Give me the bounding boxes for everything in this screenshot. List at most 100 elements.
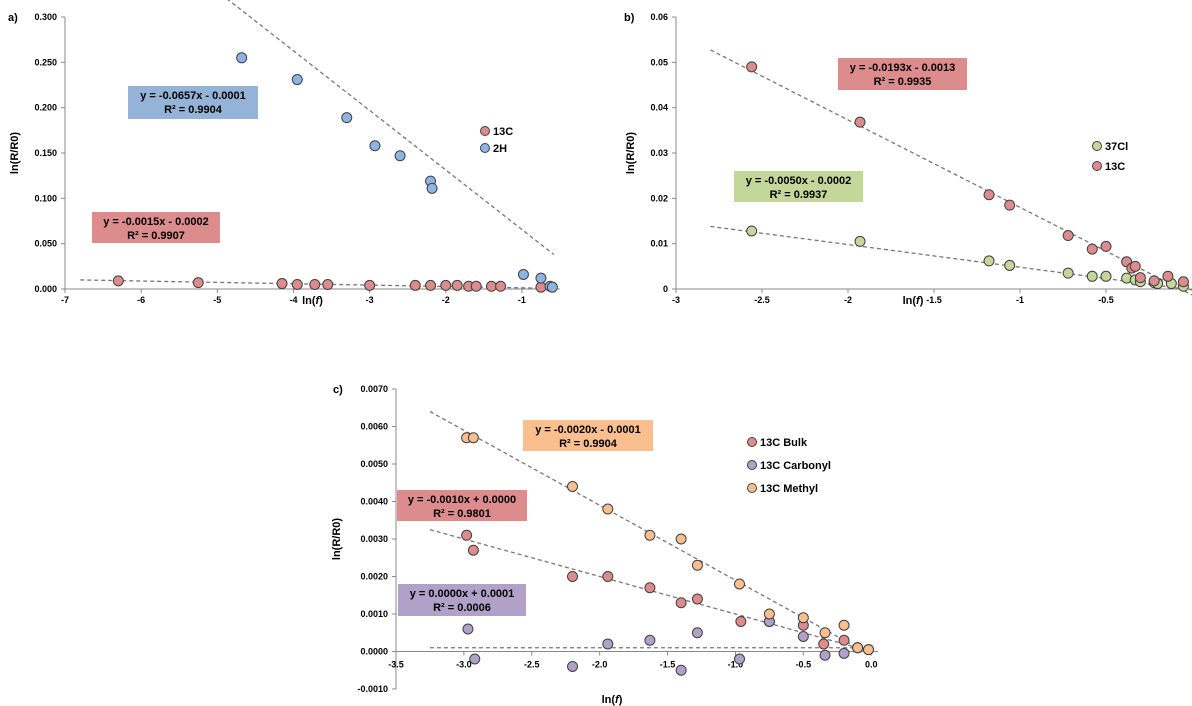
data-point-13c [309, 278, 321, 290]
equation-box-bg [397, 490, 527, 521]
legend-label: 13C Carbonyl [760, 460, 831, 472]
data-point-13c [322, 278, 334, 290]
y-tick-label: 0.0010 [360, 609, 388, 619]
data-point-13c-methyl [734, 578, 746, 590]
y-tick-label: 0.200 [34, 103, 57, 113]
y-tick-label: -0.0010 [357, 684, 388, 694]
legend-marker [480, 143, 490, 153]
x-tick-label: -3 [672, 295, 680, 305]
data-point-2h [291, 74, 303, 86]
x-tick-label: -3.0 [456, 660, 472, 670]
data-point-13c-carbonyl [797, 631, 809, 642]
x-tick-label: -2 [442, 295, 450, 305]
data-point-13c [1086, 243, 1098, 255]
data-point-13c [535, 281, 547, 293]
data-point-13c-carbonyl [469, 653, 481, 665]
data-point-13c [112, 275, 124, 287]
legend-marker [1092, 141, 1102, 151]
data-point-13c [440, 279, 452, 291]
chart-panel-3: c) -0.0010 0.0000 0.0010 0.0020 0.0030 0.0040 0… [331, 384, 878, 706]
y-tick-label: 0.0030 [360, 534, 388, 544]
data-point-37cl [746, 225, 758, 237]
data-point-13c [1004, 199, 1016, 211]
data-point-2h [394, 150, 406, 162]
trend-equation: y = -0.0193x - 0.0013 [850, 62, 956, 74]
data-point-13c [276, 278, 288, 290]
chart-panel-1: a) 0.000 0.050 0.100 0.150 0.200 0.250 0.300 -7 -… [8, 0, 560, 307]
data-point-13c-bulk [461, 529, 473, 541]
x-axis-label: ln(f) [903, 295, 924, 307]
legend-label: 2H [493, 143, 507, 155]
data-point-13c [1129, 260, 1141, 272]
x-tick-label: -2.5 [754, 295, 770, 305]
trend-r2: R² = 0.9904 [164, 104, 223, 116]
data-point-13c-carbonyl [644, 634, 656, 646]
x-tick-label: -2.0 [592, 660, 608, 670]
data-point-37cl [854, 235, 866, 247]
data-point-13c [291, 278, 303, 290]
y-tick-label: 0.0000 [360, 647, 388, 657]
data-point-2h [535, 272, 547, 284]
data-point-13c [485, 280, 497, 292]
equation-box-bg [92, 212, 220, 243]
data-point-13c-carbonyl [734, 653, 746, 665]
data-point-13c-bulk [838, 634, 850, 646]
data-point-2h [546, 281, 558, 293]
x-axis-label: ln(f) [602, 694, 623, 706]
panel-label: b) [624, 12, 635, 24]
data-point-13c-methyl [763, 608, 775, 620]
y-tick-label: 0.0070 [360, 384, 388, 394]
x-tick-label: 0.0 [865, 660, 878, 670]
x-tick-label: -4 [289, 295, 297, 305]
y-tick-label: 0.050 [34, 239, 57, 249]
data-point-37cl [1100, 270, 1112, 282]
data-point-2h [341, 112, 353, 124]
data-point-13c-carbonyl [567, 661, 579, 672]
equation-box-2h: y = -0.0657x - 0.0001 R² = 0.9904 [128, 86, 258, 119]
data-point-13c-bulk [675, 597, 687, 609]
data-point-13c-bulk [735, 616, 747, 627]
data-point-13c-carbonyl [691, 627, 703, 639]
x-tick-label: -3.5 [388, 660, 404, 670]
data-point-13c-methyl [819, 627, 831, 639]
y-tick-label: 0.0040 [360, 497, 388, 507]
data-point-13c-methyl [852, 642, 864, 654]
data-point-13c-methyl [675, 533, 687, 545]
data-point-13c-methyl [644, 529, 656, 541]
trend-r2: R² = 0.9904 [559, 438, 618, 450]
equation-box-13c-methyl: y = -0.0020x - 0.0001 R² = 0.9904 [523, 420, 653, 451]
data-point-37cl [1004, 259, 1016, 271]
trend-equation: y = -0.0020x - 0.0001 [535, 424, 641, 436]
trendline-2h [227, 0, 555, 256]
y-tick-label: 0.06 [650, 12, 668, 22]
trend-r2: R² = 0.9801 [433, 508, 491, 520]
trend-r2: R² = 0.9935 [874, 76, 932, 88]
data-point-13c-bulk [467, 544, 479, 556]
data-point-13c-methyl [567, 481, 579, 492]
data-point-13c [1177, 276, 1189, 288]
data-point-37cl [1086, 270, 1098, 282]
data-point-13c-carbonyl [602, 638, 614, 650]
data-point-13c [1134, 272, 1146, 284]
legend-marker [747, 460, 757, 470]
x-tick-label: -2.5 [524, 660, 540, 670]
legend-marker [480, 126, 490, 136]
legend-label: 13C [1105, 161, 1125, 173]
x-tick-label: -1 [1016, 295, 1024, 305]
equation-box-bg [523, 420, 653, 451]
trend-equation: y = -0.0050x - 0.0002 [746, 175, 852, 187]
legend: 37Cl 13C [1092, 141, 1128, 173]
data-point-13c-carbonyl [462, 623, 474, 635]
data-point-13c-carbonyl [838, 647, 850, 659]
y-tick-label: 0.02 [650, 193, 668, 203]
data-point-13c-methyl [467, 432, 479, 444]
equation-box-13c-carbonyl: y = 0.0000x + 0.0001 R² = 0.0006 [398, 584, 526, 616]
legend-label: 37Cl [1105, 141, 1128, 153]
x-tick-label: -3 [366, 295, 374, 305]
x-tick-label: -2 [844, 295, 852, 305]
trend-equation: y = -0.0657x - 0.0001 [140, 90, 246, 102]
y-axis-label: ln(R/R0) [625, 132, 637, 175]
data-point-13c [1162, 270, 1174, 282]
data-point-13c [1062, 230, 1074, 242]
